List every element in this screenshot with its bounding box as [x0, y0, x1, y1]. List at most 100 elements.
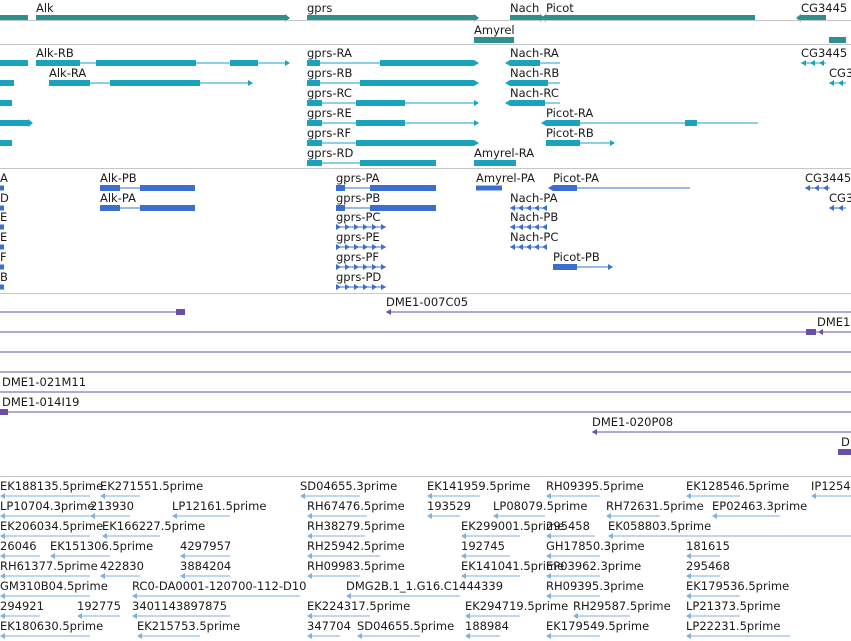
- exon-block[interactable]: [356, 100, 405, 106]
- est-arrow[interactable]: [90, 513, 95, 519]
- exon-block[interactable]: [0, 60, 28, 66]
- exon-block[interactable]: [307, 140, 322, 146]
- exon-block[interactable]: [140, 185, 195, 191]
- exon-block[interactable]: [230, 60, 258, 66]
- est-arrow[interactable]: [461, 533, 466, 539]
- est-arrow[interactable]: [307, 613, 312, 619]
- est-arrow[interactable]: [546, 553, 551, 559]
- strand-arrow[interactable]: [505, 60, 510, 66]
- exon-block[interactable]: [100, 185, 120, 191]
- est-arrow[interactable]: [77, 613, 82, 619]
- exon-block[interactable]: [140, 205, 195, 211]
- strand-arrow[interactable]: [474, 100, 479, 106]
- exon-block[interactable]: [0, 284, 4, 290]
- est-arrow[interactable]: [493, 513, 498, 519]
- est-arrow[interactable]: [0, 593, 5, 599]
- est-arrow[interactable]: [686, 553, 691, 559]
- strand-arrow[interactable]: [474, 140, 479, 146]
- strand-arrow[interactable]: [610, 140, 615, 146]
- exon-block[interactable]: [336, 205, 345, 211]
- exon-block[interactable]: [0, 80, 14, 86]
- est-arrow[interactable]: [357, 633, 362, 639]
- exon-block[interactable]: [380, 60, 474, 66]
- exon-block[interactable]: [356, 120, 405, 126]
- est-arrow[interactable]: [180, 553, 185, 559]
- est-arrow[interactable]: [0, 573, 5, 579]
- est-arrow[interactable]: [461, 553, 466, 559]
- exon-block[interactable]: [370, 185, 436, 191]
- exon-block[interactable]: [307, 100, 322, 106]
- strand-arrow[interactable]: [541, 120, 546, 126]
- est-arrow[interactable]: [307, 533, 312, 539]
- est-arrow[interactable]: [465, 613, 470, 619]
- exon-block[interactable]: [96, 60, 196, 66]
- strand-arrow[interactable]: [474, 80, 479, 86]
- est-arrow[interactable]: [137, 633, 142, 639]
- gene-bar[interactable]: [801, 15, 826, 21]
- est-arrow[interactable]: [546, 533, 551, 539]
- est-arrow[interactable]: [0, 493, 5, 499]
- est-arrow[interactable]: [132, 593, 137, 599]
- exon-block[interactable]: [307, 80, 320, 86]
- exon-block[interactable]: [336, 185, 345, 191]
- strand-arrow[interactable]: [548, 185, 553, 191]
- strand-arrow[interactable]: [474, 120, 479, 126]
- strand-arrow[interactable]: [592, 429, 597, 435]
- exon-block[interactable]: [360, 160, 436, 166]
- est-arrow[interactable]: [686, 493, 691, 499]
- exon-block[interactable]: [0, 264, 4, 270]
- gene-bar[interactable]: [307, 15, 474, 21]
- exon-block[interactable]: [0, 244, 4, 250]
- est-arrow[interactable]: [546, 633, 551, 639]
- exon-block[interactable]: [0, 224, 4, 230]
- clone-end[interactable]: [0, 409, 8, 415]
- strand-arrow[interactable]: [474, 60, 479, 66]
- gene-bar[interactable]: [829, 37, 846, 43]
- exon-block[interactable]: [36, 60, 80, 66]
- gene-bar[interactable]: [0, 15, 28, 21]
- exon-block[interactable]: [510, 100, 545, 106]
- est-arrow[interactable]: [307, 633, 312, 639]
- strand-arrow[interactable]: [386, 309, 391, 315]
- est-arrow[interactable]: [686, 613, 691, 619]
- est-arrow[interactable]: [811, 493, 816, 499]
- exon-block[interactable]: [553, 185, 577, 191]
- est-arrow[interactable]: [0, 613, 5, 619]
- est-arrow[interactable]: [132, 613, 137, 619]
- exon-block[interactable]: [546, 140, 580, 146]
- est-arrow[interactable]: [686, 633, 691, 639]
- est-arrow[interactable]: [546, 593, 551, 599]
- est-arrow[interactable]: [50, 553, 55, 559]
- est-arrow[interactable]: [573, 613, 578, 619]
- strand-arrow[interactable]: [285, 60, 290, 66]
- est-arrow[interactable]: [307, 513, 312, 519]
- clone-end[interactable]: [838, 449, 851, 455]
- est-arrow[interactable]: [0, 513, 5, 519]
- gene-bar[interactable]: [474, 37, 514, 43]
- est-arrow[interactable]: [546, 573, 551, 579]
- est-arrow[interactable]: [300, 493, 305, 499]
- strand-arrow[interactable]: [248, 80, 253, 86]
- est-arrow[interactable]: [427, 513, 432, 519]
- strand-arrow[interactable]: [505, 100, 510, 106]
- est-arrow[interactable]: [100, 493, 105, 499]
- gene-bar[interactable]: [36, 15, 285, 21]
- est-arrow[interactable]: [606, 513, 611, 519]
- exon-block[interactable]: [0, 140, 12, 146]
- exon-block[interactable]: [370, 205, 436, 211]
- exon-block[interactable]: [685, 120, 697, 126]
- exon-block[interactable]: [356, 140, 474, 146]
- exon-block[interactable]: [0, 120, 28, 126]
- est-arrow[interactable]: [0, 553, 5, 559]
- exon-block[interactable]: [0, 100, 12, 106]
- est-arrow[interactable]: [546, 493, 551, 499]
- est-arrow[interactable]: [608, 533, 613, 539]
- est-arrow[interactable]: [307, 573, 312, 579]
- est-arrow[interactable]: [461, 573, 466, 579]
- strand-arrow[interactable]: [818, 329, 823, 335]
- strand-arrow[interactable]: [28, 119, 33, 127]
- exon-block[interactable]: [110, 80, 200, 86]
- exon-block[interactable]: [510, 80, 548, 86]
- est-arrow[interactable]: [686, 593, 691, 599]
